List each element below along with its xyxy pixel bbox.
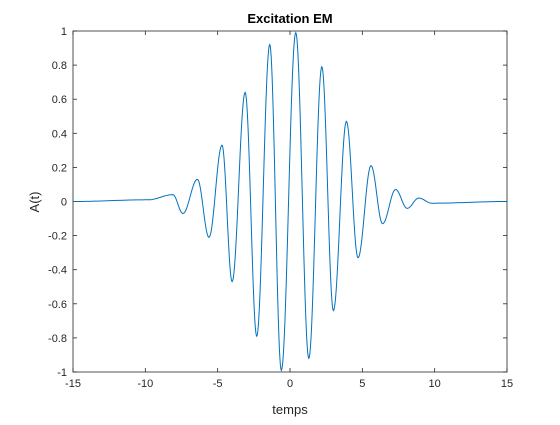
y-tick-label: -0.4 — [48, 265, 67, 277]
x-tick-label: 0 — [287, 378, 293, 390]
y-tick-label: 0.8 — [52, 60, 67, 72]
y-tick-label: 0.2 — [52, 162, 67, 174]
y-tick-label: -1 — [57, 367, 67, 379]
x-tick-label: -10 — [137, 378, 153, 390]
y-tick-label: -0.8 — [48, 333, 67, 345]
x-tick-label: -15 — [65, 378, 81, 390]
x-tick-label: 10 — [429, 378, 441, 390]
x-tick-label: -5 — [213, 378, 223, 390]
y-tick-label: 0.6 — [52, 94, 67, 106]
x-tick-label: 5 — [359, 378, 365, 390]
y-axis-label: A(t) — [27, 192, 42, 213]
y-tick-label: 0 — [61, 197, 67, 209]
y-tick-label: 1 — [61, 26, 67, 38]
axes-box — [72, 30, 508, 373]
x-axis-label: temps — [272, 402, 308, 417]
y-tick-label: 0.4 — [52, 128, 67, 140]
y-tick-label: -0.6 — [48, 299, 67, 311]
x-tick-label: 15 — [501, 378, 513, 390]
chart-title: Excitation EM — [247, 11, 332, 26]
y-tick-label: -0.2 — [48, 231, 67, 243]
series-line — [72, 31, 508, 372]
plot-area — [73, 31, 507, 372]
